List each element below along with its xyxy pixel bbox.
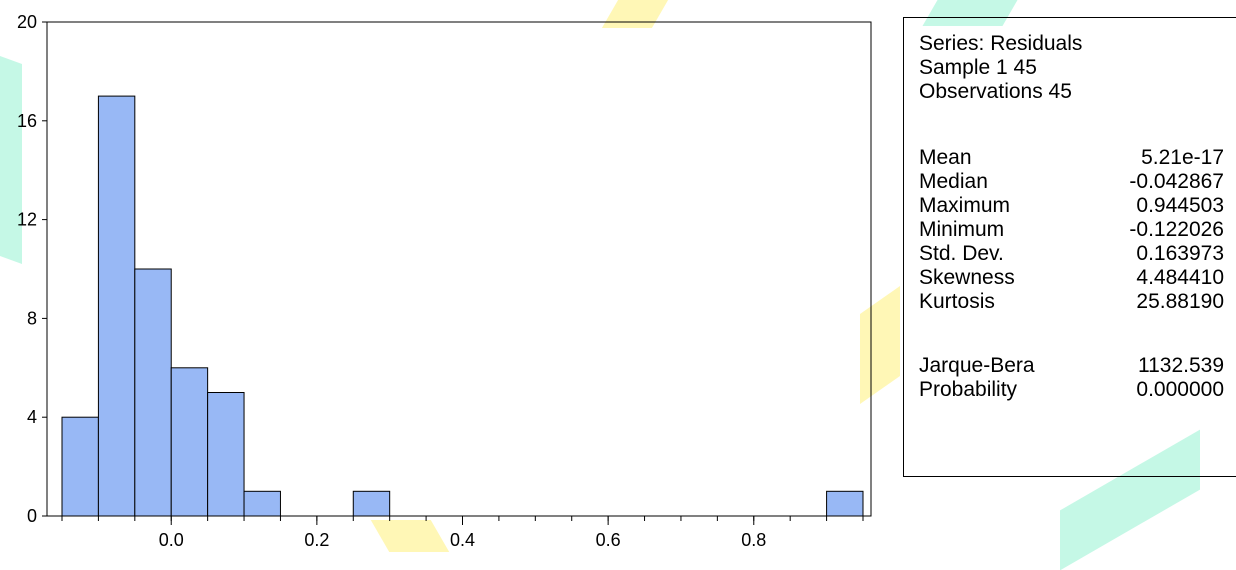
stat-label: Skewness — [919, 266, 1015, 290]
stats-sample-label: Sample 1 45 — [919, 56, 1037, 80]
y-tick-label: 12 — [17, 210, 37, 230]
stats-series-label: Series: Residuals — [919, 32, 1082, 56]
histogram-bar — [244, 491, 280, 516]
stat-value: 4.484410 — [1136, 266, 1224, 290]
stat-row-jarque-bera: Jarque-Bera 1132.539 — [919, 354, 1224, 379]
stat-value: 0.944503 — [1136, 194, 1224, 218]
histogram-bar — [353, 491, 389, 516]
y-tick-label: 0 — [27, 506, 37, 526]
y-tick-label: 4 — [27, 407, 37, 427]
x-axis: 0.0 0.2 0.4 0.6 0.8 — [62, 516, 863, 550]
x-tick-label: 0.8 — [741, 530, 766, 550]
descriptive-stats-panel: Series: Residuals Sample 1 45 Observatio… — [903, 17, 1236, 477]
stat-value: 1132.539 — [1138, 354, 1224, 378]
stat-row-median: Median -0.042867 — [919, 170, 1224, 195]
y-tick-label: 8 — [27, 308, 37, 328]
stat-label: Probability — [919, 378, 1017, 402]
stats-observations-label: Observations 45 — [919, 80, 1072, 104]
stat-value: -0.042867 — [1129, 170, 1224, 194]
stat-value: 5.21e-17 — [1141, 146, 1224, 170]
stat-label: Kurtosis — [919, 290, 995, 314]
histogram-chart: 0 4 8 12 16 20 0.0 0.2 0.4 0.6 0.8 — [0, 0, 900, 552]
x-tick-label: 0.0 — [159, 530, 184, 550]
stat-label: Median — [919, 170, 988, 194]
stat-value: -0.122026 — [1129, 218, 1224, 242]
stat-row-kurtosis: Kurtosis 25.88190 — [919, 290, 1224, 315]
stat-label: Mean — [919, 146, 972, 170]
stat-row-skewness: Skewness 4.484410 — [919, 266, 1224, 291]
stat-row-std-dev: Std. Dev. 0.163973 — [919, 242, 1224, 267]
stat-label: Minimum — [919, 218, 1004, 242]
stat-row-maximum: Maximum 0.944503 — [919, 194, 1224, 219]
stat-label: Jarque-Bera — [919, 354, 1035, 378]
stat-value: 0.000000 — [1136, 378, 1224, 402]
histogram-bar — [171, 368, 207, 516]
x-tick-label: 0.6 — [596, 530, 621, 550]
y-axis: 0 4 8 12 16 20 — [17, 12, 47, 526]
histogram-bar — [827, 491, 863, 516]
histogram-bar — [62, 417, 98, 516]
y-tick-label: 20 — [17, 12, 37, 32]
x-tick-label: 0.4 — [450, 530, 475, 550]
y-tick-label: 16 — [17, 111, 37, 131]
bars-layer — [62, 96, 863, 516]
histogram-bar — [208, 393, 244, 517]
stat-label: Std. Dev. — [919, 242, 1004, 266]
stat-value: 25.88190 — [1136, 290, 1224, 314]
stat-row-mean: Mean 5.21e-17 — [919, 146, 1224, 171]
x-tick-label: 0.2 — [304, 530, 329, 550]
stat-value: 0.163973 — [1136, 242, 1224, 266]
stat-row-probability: Probability 0.000000 — [919, 378, 1224, 403]
histogram-bar — [135, 269, 171, 516]
stat-label: Maximum — [919, 194, 1010, 218]
stat-row-minimum: Minimum -0.122026 — [919, 218, 1224, 243]
histogram-bar — [98, 96, 134, 516]
